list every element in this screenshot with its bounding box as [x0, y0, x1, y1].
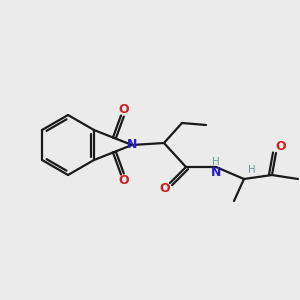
Text: O: O	[119, 103, 129, 116]
Text: N: N	[127, 139, 137, 152]
Text: O: O	[119, 174, 129, 187]
Text: O: O	[160, 182, 170, 194]
Text: H: H	[212, 157, 220, 167]
Text: O: O	[276, 140, 286, 154]
Text: H: H	[248, 165, 256, 175]
Text: N: N	[211, 166, 221, 178]
